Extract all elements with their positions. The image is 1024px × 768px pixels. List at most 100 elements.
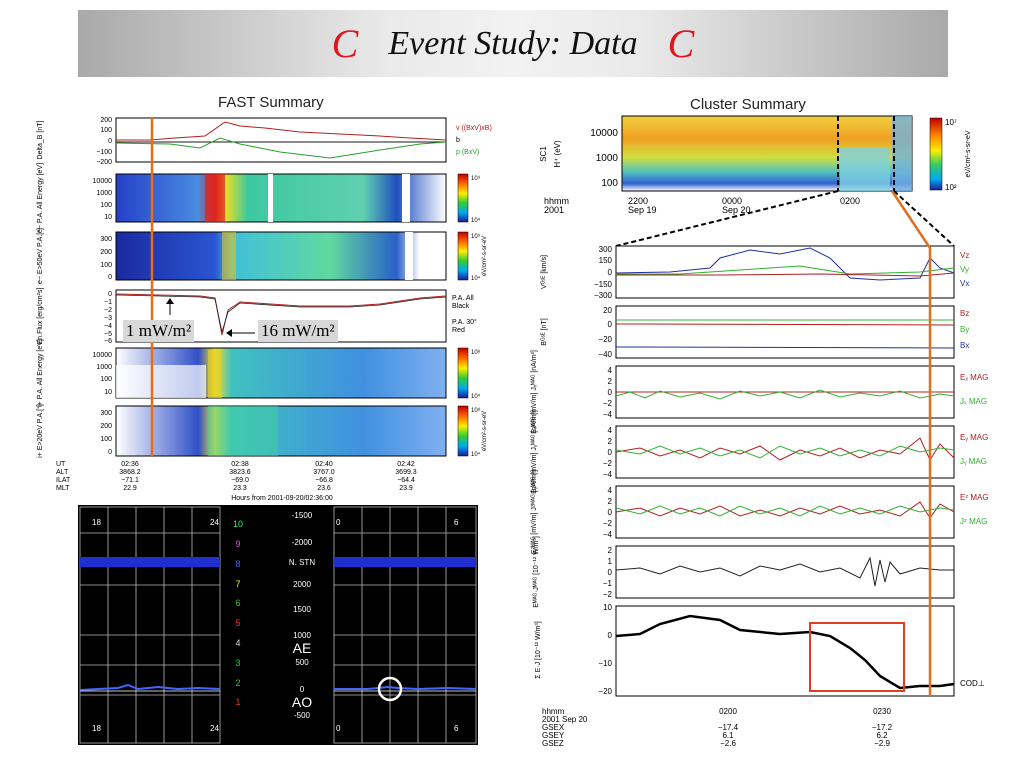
tick-label: 18 <box>92 724 101 733</box>
tick-label: 0 <box>608 631 613 640</box>
axis-head: 2001 <box>544 205 564 215</box>
tick-label: 20 <box>603 306 612 315</box>
tick-label: 0 <box>608 568 613 577</box>
station-label: 10 <box>233 519 243 529</box>
scale-label: -2000 <box>292 538 313 547</box>
tick-label: 0 <box>336 518 341 527</box>
zoom-line-right <box>893 190 955 247</box>
tick-label: 0000 <box>722 196 742 206</box>
cluster-summary-figure: SC1 H⁺ (eV) 10000 1000 100 10⁷ 10² eV/cm… <box>530 115 989 748</box>
scale-label: 1500 <box>293 605 311 614</box>
axis-value: 3699.3 <box>395 469 417 476</box>
fast-row2-ylabel: e− P.A. All Energy [eV] <box>37 163 44 233</box>
colorbar <box>929 117 943 191</box>
axis-value: 3823.6 <box>229 469 251 476</box>
tick-label: 200 <box>100 249 112 256</box>
tick-label: 200 <box>100 117 112 124</box>
tick-label: 6 <box>454 724 459 733</box>
cluster-time-axis: hhmm 2001 Sep 20 GSEX GSEY GSEZ 0200 −17… <box>542 707 893 748</box>
ao-label: AO <box>292 694 312 710</box>
scale-label: 1000 <box>293 631 311 640</box>
axis-head: hhmm <box>544 196 569 206</box>
legend-label: Eᵧ MAG <box>960 433 988 442</box>
station-label: 7 <box>235 579 240 589</box>
colorbar-max-label: 10⁹ <box>471 175 481 182</box>
tick-label: 0 <box>608 448 613 457</box>
station-label: 9 <box>235 539 240 549</box>
tick-label: 10 <box>104 214 112 221</box>
tick-label: 0 <box>608 268 613 277</box>
colorbar-unit: eV/cm²-s-sr-eV <box>482 236 488 276</box>
fast-summary-title: FAST Summary <box>218 94 324 111</box>
legend-label: Eᶻ MAG <box>960 493 989 502</box>
tick-label: 6 <box>454 518 459 527</box>
highlight-circle <box>377 676 403 702</box>
station-label: 6 <box>235 598 240 608</box>
tick-label: 300 <box>599 245 613 254</box>
right-grid <box>333 506 477 744</box>
c-logo-icon: C <box>331 21 359 66</box>
tick-label: −1 <box>104 299 112 306</box>
tick-label: 1 <box>608 557 613 566</box>
tick-label: 24 <box>210 724 219 733</box>
station-label: 1 <box>235 697 240 707</box>
tick-label: −100 <box>96 149 112 156</box>
axis-head: 2001 Sep 20 <box>542 715 588 724</box>
tick-label: −20 <box>598 335 612 344</box>
colorbar-min-label: 10⁴ <box>471 393 481 400</box>
axis-value: −17.2 <box>872 723 893 732</box>
axis-value: −71.1 <box>121 477 139 484</box>
title-banner: C Event Study: Data C <box>78 10 948 77</box>
tick-label: 300 <box>100 410 112 417</box>
station-label: 3 <box>235 658 240 668</box>
tick-label: 0 <box>108 274 112 281</box>
tick-label: −2 <box>603 459 613 468</box>
axis-value: −69.0 <box>231 477 249 484</box>
tick-label: 1000 <box>596 153 619 164</box>
tick-label: 2 <box>608 497 613 506</box>
panel-ylabel: Vᴳˢᴱ [km/s] <box>541 255 548 289</box>
scale-label: 2000 <box>293 580 311 589</box>
station-label: 4 <box>235 638 240 648</box>
tick-label: 10 <box>603 603 612 612</box>
zoom-line-left <box>615 190 839 247</box>
legend-label: P.A. 30° <box>452 318 477 326</box>
colorbar-min-label: 10² <box>945 183 957 192</box>
scale-label: 0 <box>300 685 305 694</box>
tick-label: 100 <box>100 262 112 269</box>
axis-row-label: ALT <box>56 469 69 476</box>
legend-label: v ((BxV)xB) <box>456 125 492 132</box>
tick-label: −2 <box>603 590 613 599</box>
panel-ylabel: Eᶻᴹᴬᴳ [mV/m] Jᶻᴹᴬᴳ [nA/m²] <box>530 470 538 554</box>
tick-label: 100 <box>601 178 618 189</box>
fast-row5-ylabel: i+ P.A. All Energy [eV] <box>37 339 44 407</box>
tick-label: 1000 <box>96 364 112 371</box>
spec-sc-label: SC1 <box>539 146 548 162</box>
legend-label: Jᵧ MAG <box>960 457 987 466</box>
axis-value: 02:38 <box>231 461 249 468</box>
axis-row-label: UT <box>56 461 66 468</box>
tick-label: 0230 <box>873 707 891 716</box>
axis-head: GSEY <box>542 731 565 740</box>
axis-value: 6.1 <box>722 731 734 740</box>
tick-label: −5 <box>104 331 112 338</box>
tick-label: 2 <box>608 546 613 555</box>
tick-label: 0 <box>108 138 112 145</box>
legend-label: Black <box>452 303 470 310</box>
ae-label: AE <box>293 640 312 656</box>
station-label: 8 <box>235 559 240 569</box>
legend-label: Vx <box>960 279 969 288</box>
tick-label: 10000 <box>93 352 113 359</box>
tick-label: 100 <box>100 376 112 383</box>
axis-head: hhmm <box>542 707 565 716</box>
scale-label: 500 <box>295 658 309 667</box>
cluster-bfield-panel: Bᴳˢᴱ [nT] 20 0 −20 −40 Bz By Bx <box>541 305 969 359</box>
colorbar-unit: eV/cm²-s-sr-eV <box>482 411 488 451</box>
colorbar <box>457 231 469 281</box>
fast-electron-pa-panel: e− E>50eV P.A.[°] 300 200 100 0 10⁹ 10⁴ … <box>36 228 488 284</box>
legend-label: Red <box>452 327 465 334</box>
axis-value: 3767.0 <box>313 469 335 476</box>
tick-label: −40 <box>598 350 612 359</box>
fast-row1-ylabel: Delta_B [nT] <box>37 120 44 159</box>
tick-label: 18 <box>92 518 101 527</box>
